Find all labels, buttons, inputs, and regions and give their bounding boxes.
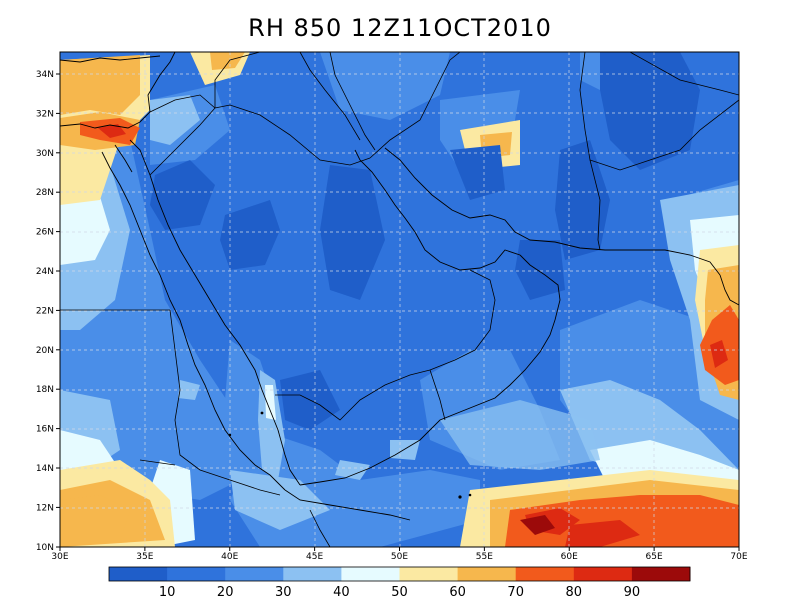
- colorbar-swatch: [631, 567, 691, 581]
- lat-label: 10N: [36, 543, 54, 553]
- colorbar-swatch: [167, 567, 226, 581]
- lon-label: 65E: [646, 552, 663, 562]
- lon-label: 45E: [306, 552, 323, 562]
- lat-label: 24N: [36, 267, 54, 277]
- rh-field: [60, 52, 739, 547]
- colorbar-label: 90: [624, 585, 641, 600]
- lat-label: 26N: [36, 228, 54, 238]
- lon-label: 60E: [561, 552, 578, 562]
- lon-label: 30E: [51, 552, 68, 562]
- lat-label: 30N: [36, 149, 54, 159]
- colorbar-swatch: [515, 567, 575, 581]
- lat-label: 18N: [36, 385, 54, 395]
- colorbar-label: 20: [217, 585, 234, 600]
- colorbar-swatch: [399, 567, 459, 581]
- lat-label: 12N: [36, 503, 54, 513]
- lon-label: 35E: [136, 552, 153, 562]
- longitude-axis: 30E 35E 40E 45E 50E 55E 60E 65E 70E: [51, 547, 748, 562]
- lat-label: 32N: [36, 109, 54, 119]
- colorbar-frame: [108, 566, 691, 582]
- colorbar-label: 50: [391, 585, 408, 600]
- lat-label: 22N: [36, 306, 54, 316]
- colorbar: 10 20 30 40 50 60 70 80 90: [108, 566, 691, 600]
- lon-label: 40E: [221, 552, 238, 562]
- borders: [60, 52, 739, 547]
- latitude-axis: 34N 32N 30N 28N 26N 24N 22N 20N 18N 16N 14N 12N 10N: [36, 70, 60, 553]
- lat-label: 16N: [36, 425, 54, 435]
- colorbar-swatch: [109, 567, 168, 581]
- lat-label: 34N: [36, 70, 54, 80]
- colorbar-label: 70: [507, 585, 524, 600]
- lon-label: 55E: [476, 552, 493, 562]
- lon-label: 50E: [391, 552, 408, 562]
- colorbar-swatch: [341, 567, 400, 581]
- coastlines: [60, 52, 739, 521]
- colorbar-label: 30: [275, 585, 292, 600]
- colorbar-swatch: [283, 567, 342, 581]
- colorbar-label: 10: [159, 585, 176, 600]
- lat-label: 20N: [36, 346, 54, 356]
- graticule: [60, 52, 739, 547]
- lon-label: 70E: [730, 552, 747, 562]
- colorbar-swatch: [457, 567, 517, 581]
- lat-label: 28N: [36, 188, 54, 198]
- colorbar-label: 40: [333, 585, 350, 600]
- colorbar-swatch: [573, 567, 633, 581]
- colorbar-label: 80: [566, 585, 583, 600]
- map-title: RH 850 12Z11OCT2010: [248, 14, 552, 42]
- islands: [228, 411, 472, 499]
- colorbar-swatch: [225, 567, 284, 581]
- colorbar-label: 60: [449, 585, 466, 600]
- lat-label: 14N: [36, 464, 54, 474]
